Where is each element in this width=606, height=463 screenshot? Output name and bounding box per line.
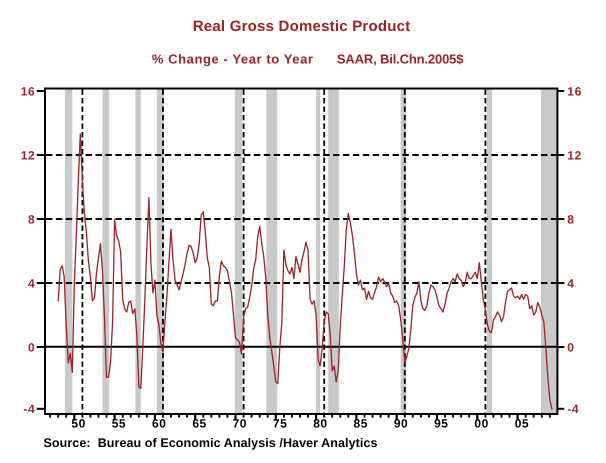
- svg-text:Source: Bureau of Economic An: Source: Bureau of Economic Analysis /Hav…: [44, 436, 378, 450]
- svg-text:05: 05: [515, 417, 529, 431]
- svg-text:0: 0: [567, 340, 574, 354]
- svg-text:00: 00: [474, 417, 488, 431]
- svg-text:16: 16: [21, 84, 36, 98]
- svg-text:% Change - Year to Year: % Change - Year to Year: [152, 51, 314, 66]
- svg-text:4: 4: [567, 276, 574, 290]
- svg-text:8: 8: [567, 212, 574, 226]
- svg-text:0: 0: [28, 340, 35, 354]
- svg-text:12: 12: [567, 148, 582, 162]
- svg-text:85: 85: [354, 417, 368, 431]
- svg-text:-4: -4: [567, 402, 579, 416]
- svg-text:4: 4: [28, 276, 35, 290]
- svg-text:95: 95: [434, 417, 448, 431]
- svg-text:65: 65: [192, 417, 206, 431]
- svg-text:Real Gross Domestic Product: Real Gross Domestic Product: [193, 18, 411, 35]
- svg-text:55: 55: [112, 417, 126, 431]
- svg-text:70: 70: [233, 417, 247, 431]
- svg-text:80: 80: [313, 417, 327, 431]
- svg-text:16: 16: [567, 84, 582, 98]
- svg-text:12: 12: [21, 148, 36, 162]
- svg-text:90: 90: [394, 417, 408, 431]
- svg-text:8: 8: [28, 212, 35, 226]
- svg-text:75: 75: [273, 417, 287, 431]
- svg-text:60: 60: [152, 417, 166, 431]
- svg-text:50: 50: [71, 417, 85, 431]
- svg-text:-4: -4: [23, 402, 35, 416]
- svg-text:SAAR, Bil.Chn.2005$: SAAR, Bil.Chn.2005$: [337, 51, 464, 66]
